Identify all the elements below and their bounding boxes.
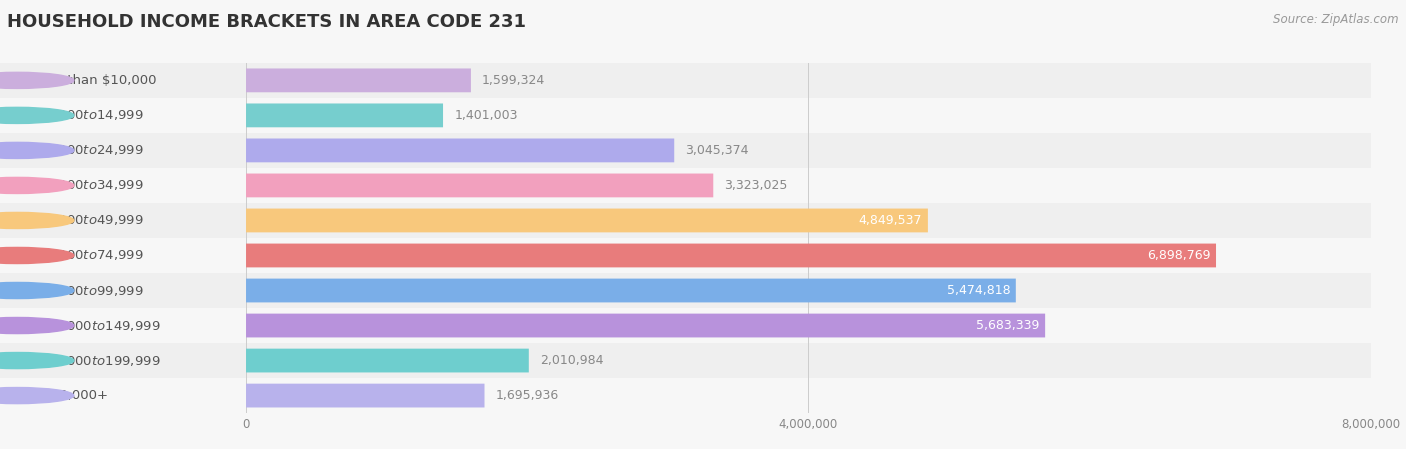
Text: $15,000 to $24,999: $15,000 to $24,999 bbox=[35, 143, 145, 158]
Circle shape bbox=[0, 387, 73, 404]
Text: 6,898,769: 6,898,769 bbox=[1147, 249, 1211, 262]
FancyBboxPatch shape bbox=[246, 378, 1371, 413]
Circle shape bbox=[0, 317, 73, 334]
Text: 3,045,374: 3,045,374 bbox=[686, 144, 749, 157]
FancyBboxPatch shape bbox=[246, 208, 928, 233]
FancyBboxPatch shape bbox=[0, 273, 246, 308]
Circle shape bbox=[0, 282, 73, 299]
Circle shape bbox=[0, 352, 73, 369]
FancyBboxPatch shape bbox=[246, 243, 1216, 268]
FancyBboxPatch shape bbox=[0, 343, 246, 378]
Text: HOUSEHOLD INCOME BRACKETS IN AREA CODE 231: HOUSEHOLD INCOME BRACKETS IN AREA CODE 2… bbox=[7, 13, 526, 31]
Text: Less than $10,000: Less than $10,000 bbox=[35, 74, 157, 87]
FancyBboxPatch shape bbox=[246, 98, 1371, 133]
FancyBboxPatch shape bbox=[246, 343, 1371, 378]
FancyBboxPatch shape bbox=[0, 238, 246, 273]
FancyBboxPatch shape bbox=[0, 308, 246, 343]
Text: 5,683,339: 5,683,339 bbox=[976, 319, 1039, 332]
FancyBboxPatch shape bbox=[246, 313, 1045, 338]
FancyBboxPatch shape bbox=[246, 63, 1371, 98]
FancyBboxPatch shape bbox=[0, 378, 246, 413]
Text: 1,401,003: 1,401,003 bbox=[454, 109, 517, 122]
Circle shape bbox=[0, 72, 73, 88]
Text: $50,000 to $74,999: $50,000 to $74,999 bbox=[35, 248, 145, 263]
Text: 5,474,818: 5,474,818 bbox=[946, 284, 1010, 297]
Text: $35,000 to $49,999: $35,000 to $49,999 bbox=[35, 213, 145, 228]
Text: 3,323,025: 3,323,025 bbox=[724, 179, 787, 192]
FancyBboxPatch shape bbox=[0, 98, 246, 133]
FancyBboxPatch shape bbox=[246, 383, 485, 408]
Text: $75,000 to $99,999: $75,000 to $99,999 bbox=[35, 283, 145, 298]
FancyBboxPatch shape bbox=[246, 238, 1371, 273]
FancyBboxPatch shape bbox=[246, 68, 471, 92]
Text: $150,000 to $199,999: $150,000 to $199,999 bbox=[35, 353, 160, 368]
Text: 4,849,537: 4,849,537 bbox=[859, 214, 922, 227]
FancyBboxPatch shape bbox=[246, 133, 1371, 168]
Text: $10,000 to $14,999: $10,000 to $14,999 bbox=[35, 108, 145, 123]
Circle shape bbox=[0, 107, 73, 123]
FancyBboxPatch shape bbox=[0, 203, 246, 238]
FancyBboxPatch shape bbox=[246, 273, 1371, 308]
FancyBboxPatch shape bbox=[246, 173, 713, 198]
Circle shape bbox=[0, 212, 73, 229]
Text: Source: ZipAtlas.com: Source: ZipAtlas.com bbox=[1274, 13, 1399, 26]
Text: $100,000 to $149,999: $100,000 to $149,999 bbox=[35, 318, 160, 333]
Text: $25,000 to $34,999: $25,000 to $34,999 bbox=[35, 178, 145, 193]
FancyBboxPatch shape bbox=[246, 168, 1371, 203]
FancyBboxPatch shape bbox=[246, 308, 1371, 343]
FancyBboxPatch shape bbox=[246, 348, 529, 373]
Text: 1,599,324: 1,599,324 bbox=[482, 74, 546, 87]
Text: 1,695,936: 1,695,936 bbox=[496, 389, 560, 402]
Circle shape bbox=[0, 142, 73, 158]
FancyBboxPatch shape bbox=[0, 63, 246, 98]
Circle shape bbox=[0, 247, 73, 264]
Circle shape bbox=[0, 177, 73, 194]
FancyBboxPatch shape bbox=[246, 203, 1371, 238]
FancyBboxPatch shape bbox=[246, 138, 675, 163]
FancyBboxPatch shape bbox=[0, 133, 246, 168]
FancyBboxPatch shape bbox=[246, 278, 1015, 303]
Text: $200,000+: $200,000+ bbox=[35, 389, 108, 402]
FancyBboxPatch shape bbox=[246, 103, 443, 128]
FancyBboxPatch shape bbox=[0, 168, 246, 203]
Text: 2,010,984: 2,010,984 bbox=[540, 354, 603, 367]
